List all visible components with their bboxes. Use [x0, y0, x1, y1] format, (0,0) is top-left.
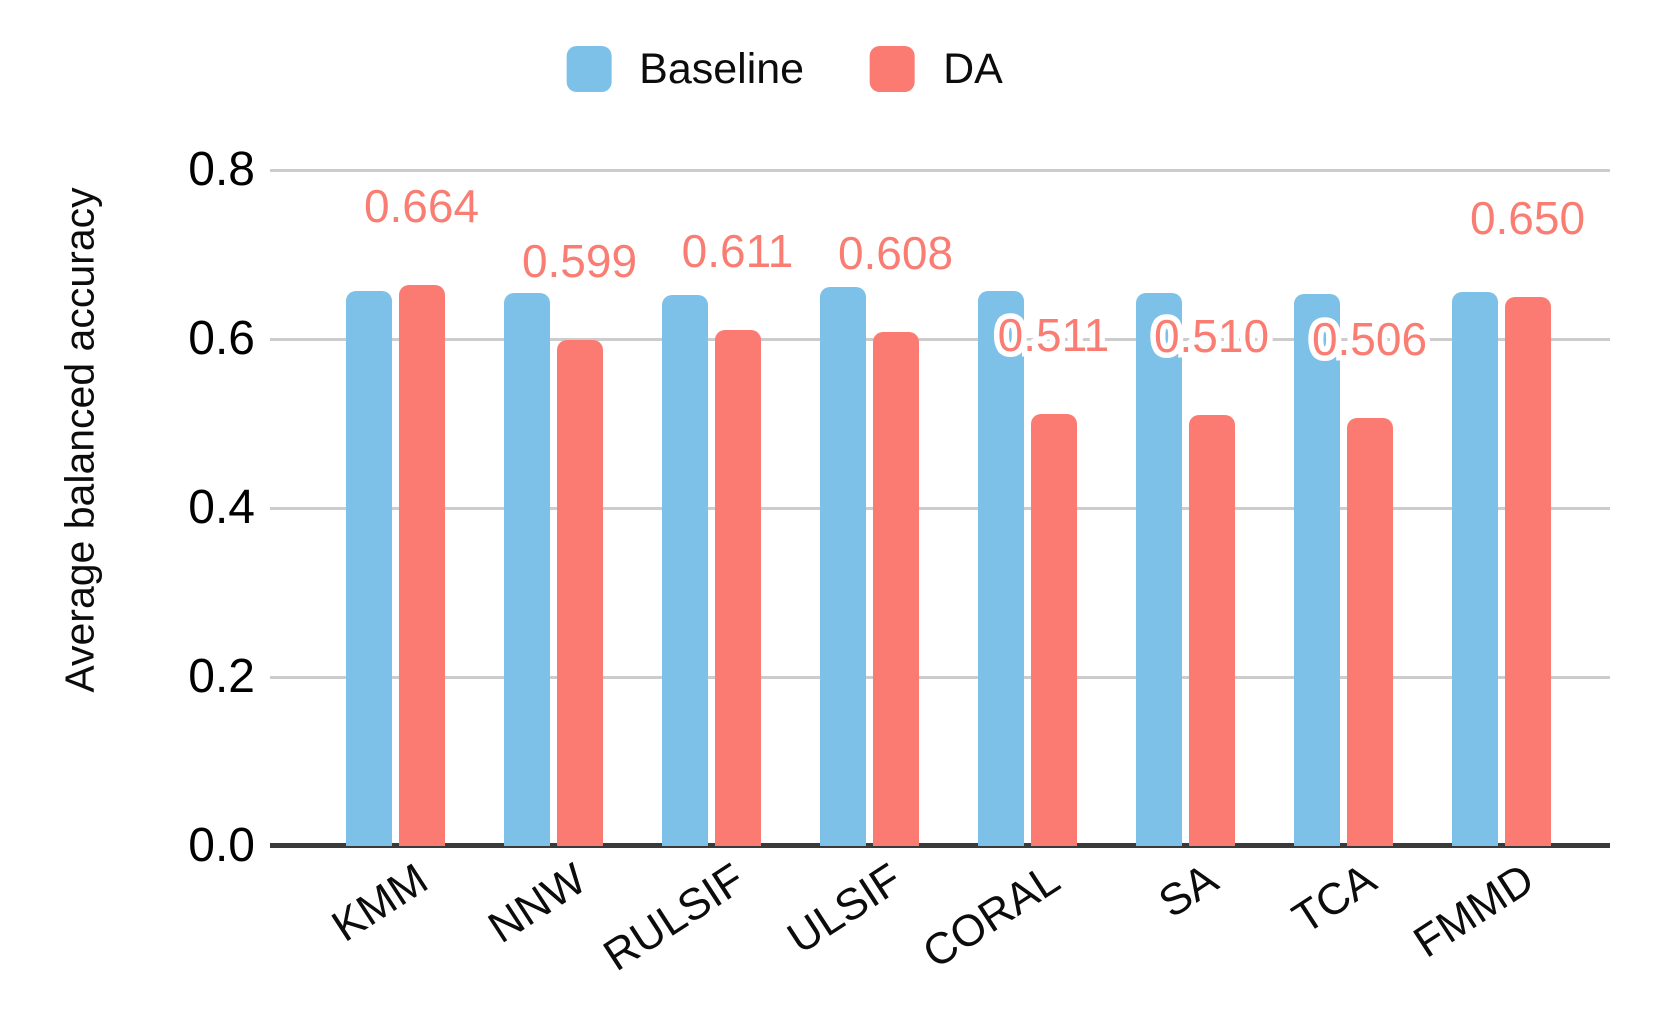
value-label-text: 0.664 [363, 180, 480, 232]
value-label-text: 0.650 [1469, 192, 1586, 244]
value-label-outline: 0.506 [1306, 311, 1432, 368]
bar-baseline [819, 287, 866, 846]
value-label-outline: 0.511 [992, 307, 1115, 364]
value-label-text: 0.608 [837, 227, 954, 279]
gridline [270, 507, 1610, 510]
legend-item: Baseline [566, 46, 804, 92]
legend-label: Baseline [639, 44, 805, 93]
bar-baseline [1451, 292, 1498, 846]
y-tick-label: 0.0 [188, 819, 255, 872]
bar-da [556, 340, 603, 846]
bar-baseline [1135, 293, 1182, 846]
value-label: 0.611 0.611 [676, 223, 799, 280]
y-tick-label: 0.4 [188, 481, 255, 534]
x-tick-label-text: TCA [1284, 854, 1385, 944]
gridline [270, 338, 1610, 341]
x-axis-line [270, 843, 1610, 848]
value-label: 0.511 0.511 [992, 307, 1115, 364]
value-label: 0.599 0.599 [516, 233, 642, 290]
value-label-outline: 0.664 [358, 178, 484, 235]
x-tick-label-text: SA [1150, 854, 1227, 928]
bar-baseline [977, 291, 1024, 846]
x-tick-label-text: KMM [323, 854, 437, 952]
value-label-text: 0.510 [1153, 310, 1270, 362]
gridline [270, 676, 1610, 679]
legend-item: DA [870, 46, 1003, 92]
legend-swatch [566, 46, 612, 92]
value-label-outline: 0.608 [832, 225, 958, 282]
value-label: 0.650 0.650 [1464, 190, 1590, 247]
bar-baseline [1293, 294, 1340, 846]
bar-baseline [503, 293, 550, 846]
y-tick-label: 0.2 [188, 650, 255, 703]
value-label-outline: 0.599 [516, 233, 642, 290]
gridline [270, 169, 1610, 172]
value-label-outline: 0.611 [676, 223, 799, 280]
x-tick-label-text: CORAL [914, 854, 1069, 978]
legend-swatch [870, 46, 916, 92]
bar-da [714, 330, 761, 846]
bar-da [1188, 415, 1235, 846]
value-label-outline: 0.650 [1464, 190, 1590, 247]
value-label-text: 0.611 [681, 225, 794, 277]
x-tick-label-text: FMMD [1405, 854, 1543, 968]
plot-area: 0.0 0.2 0.4 0.6 0.8 0.664 0.664 KMM 0.599 0.599 NN… [188, 143, 1610, 981]
bar-da [1030, 414, 1077, 846]
x-tick-label-text: ULSIF [779, 854, 911, 964]
y-tick-label: 0.8 [188, 143, 255, 196]
bar-baseline [345, 291, 392, 846]
value-label-text: 0.599 [521, 235, 638, 287]
x-tick-label-text: NNW [479, 854, 595, 953]
x-tick-label-text: RULSIF [594, 854, 753, 981]
legend: Baseline DA [566, 46, 1003, 92]
value-label: 0.506 0.506 [1306, 311, 1432, 368]
value-label: 0.510 0.510 [1148, 308, 1274, 365]
bar-baseline [661, 295, 708, 846]
bar-da [1504, 297, 1551, 846]
bar-da [1346, 418, 1393, 846]
legend-label: DA [943, 44, 1003, 93]
value-label-text: 0.506 [1311, 313, 1428, 365]
value-label: 0.664 0.664 [358, 178, 484, 235]
y-axis-title: Average balanced accuracy [56, 187, 103, 693]
bar-da [872, 332, 919, 846]
value-label-text: 0.511 [997, 309, 1110, 361]
bar-da [398, 285, 445, 846]
y-tick-label: 0.6 [188, 312, 255, 365]
value-label-outline: 0.510 [1148, 308, 1274, 365]
value-label: 0.608 0.608 [832, 225, 958, 282]
